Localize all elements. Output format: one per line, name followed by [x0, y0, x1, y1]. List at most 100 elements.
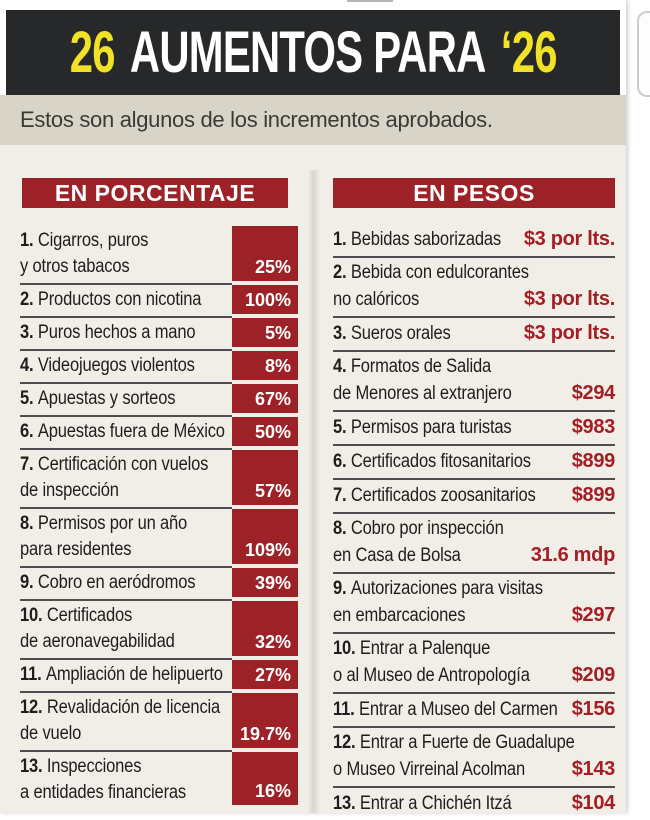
- top-edge-artifact: [347, 0, 393, 2]
- pesos-row: 12. Entrar a Fuerte de Guadalupe o Museo …: [333, 728, 615, 788]
- item-number: 10.: [20, 605, 47, 626]
- item-value-box: 27%: [232, 660, 298, 689]
- item-text-block: 8. Permisos por un año para residentes: [20, 509, 232, 568]
- item-text: de Menores al extranjero: [333, 383, 512, 404]
- item-text: 13. Entrar a Chichén Itzá: [333, 793, 512, 814]
- item-value: $294: [571, 382, 616, 404]
- content-area: EN PORCENTAJE 1. Cigarros, puros y otros …: [0, 145, 626, 814]
- item-text-block: 10. Entrar a Palenque o al Museo de Antro…: [333, 636, 615, 689]
- item-text-block: 1. Cigarros, puros y otros tabacos: [20, 226, 232, 285]
- item-text-block: 13. Inspecciones a entidades financieras: [20, 752, 232, 809]
- item-value-box: 32%: [232, 601, 298, 656]
- item-text: de vuelo: [20, 723, 82, 744]
- item-text-block: 10. Certificados de aeronavegabilidad: [20, 601, 232, 660]
- item-text-block: 12. Entrar a Fuerte de Guadalupe o Museo …: [333, 730, 615, 783]
- page-title: 26 AUMENTOS PARA ‘26: [69, 19, 557, 86]
- item-text-block: 6. Certificados fitosanitarios $899: [333, 448, 615, 475]
- item-text: 1. Bebidas saborizadas: [333, 229, 502, 250]
- item-text: en embarcaciones: [333, 605, 466, 626]
- item-value: 57%: [254, 481, 291, 501]
- item-number: 9.: [333, 578, 351, 599]
- item-value-box: 57%: [232, 450, 298, 505]
- item-value: $3 por lts.: [523, 322, 615, 344]
- item-number: 6.: [333, 451, 351, 472]
- item-number: 3.: [20, 322, 38, 343]
- item-text-block: 7. Certificación con vuelos de inspección: [20, 450, 232, 509]
- item-number: 8.: [20, 513, 38, 534]
- item-text: o Museo Virreinal Acolman: [333, 759, 525, 780]
- pesos-row: 1. Bebidas saborizadas $3 por lts.: [333, 224, 615, 258]
- pesos-row: 5. Permisos para turistas $983: [333, 412, 615, 446]
- item-text: 9. Cobro en aeródromos: [20, 572, 196, 593]
- item-value: 8%: [264, 356, 291, 376]
- item-text: 4. Videojuegos violentos: [20, 355, 195, 376]
- item-text: 8. Permisos por un año: [20, 513, 188, 534]
- item-value: 5%: [264, 323, 291, 343]
- pesos-row: 10. Entrar a Palenque o al Museo de Antro…: [333, 634, 615, 694]
- item-text: en Casa de Bolsa: [333, 545, 461, 566]
- percent-row: 4. Videojuegos violentos 8%: [20, 351, 298, 384]
- item-text-block: 12. Revalidación de licencia de vuelo: [20, 693, 232, 752]
- item-text: de inspección: [20, 480, 119, 501]
- item-value: 27%: [254, 665, 291, 685]
- item-value: 67%: [254, 389, 291, 409]
- title-text: AUMENTOS PARA: [129, 20, 486, 85]
- pesos-row: 13. Entrar a Chichén Itzá $104: [333, 788, 615, 820]
- subtitle-band: Estos son algunos de los incrementos apr…: [0, 95, 626, 145]
- item-text-block: 7. Certificados zoosanitarios $899: [333, 482, 615, 509]
- item-text-block: 3. Sueros orales $3 por lts.: [333, 320, 615, 347]
- item-text-block: 2. Bebida con edulcorantes no calóricos $3…: [333, 260, 615, 313]
- item-text: de aeronavegabilidad: [20, 631, 175, 652]
- item-text: 5. Permisos para turistas: [333, 417, 512, 438]
- item-text: 3. Puros hechos a mano: [20, 322, 196, 343]
- item-value: $3 por lts.: [523, 288, 615, 310]
- item-text: 4. Formatos de Salida: [333, 356, 492, 377]
- infographic-sheet: 26 AUMENTOS PARA ‘26 Estos son algunos d…: [0, 0, 626, 814]
- item-value-box: 39%: [232, 568, 298, 597]
- item-text: 7. Certificados zoosanitarios: [333, 485, 536, 506]
- item-text: 8. Cobro por inspección: [333, 518, 504, 539]
- item-number: 4.: [20, 355, 38, 376]
- item-text-block: 4. Videojuegos violentos: [20, 351, 232, 384]
- item-value: 19.7%: [239, 724, 291, 744]
- item-value-box: 67%: [232, 384, 298, 413]
- column-divider: [308, 170, 320, 813]
- pesos-row: 7. Certificados zoosanitarios $899: [333, 480, 615, 514]
- item-value: $104: [571, 792, 616, 814]
- item-text-block: 5. Apuestas y sorteos: [20, 384, 232, 417]
- item-value: $3 por lts.: [523, 228, 615, 250]
- item-value-box: 109%: [232, 509, 298, 564]
- item-text: a entidades financieras: [20, 782, 187, 803]
- percent-row: 3. Puros hechos a mano 5%: [20, 318, 298, 351]
- item-value-box: 100%: [232, 285, 298, 314]
- item-number: 2.: [333, 262, 351, 283]
- item-value: $899: [571, 450, 616, 472]
- pesos-row: 6. Certificados fitosanitarios $899: [333, 446, 615, 480]
- item-number: 12.: [333, 732, 360, 753]
- item-text: 9. Autorizaciones para visitas: [333, 578, 543, 599]
- item-text: o al Museo de Antropología: [333, 665, 530, 686]
- item-text-block: 9. Cobro en aeródromos: [20, 568, 232, 601]
- item-text-block: 9. Autorizaciones para visitas en embarca…: [333, 576, 615, 629]
- pesos-row: 11. Entrar a Museo del Carmen $156: [333, 694, 615, 728]
- subtitle-text: Estos son algunos de los incrementos apr…: [20, 107, 493, 132]
- item-value: 25%: [254, 257, 291, 277]
- item-value: $143: [571, 758, 616, 780]
- item-value-box: 16%: [232, 752, 298, 805]
- column-pesos-header: EN PESOS: [333, 178, 615, 208]
- item-text-block: 11. Entrar a Museo del Carmen $156: [333, 696, 615, 723]
- item-text: 5. Apuestas y sorteos: [20, 388, 176, 409]
- item-text: 10. Certificados: [20, 605, 133, 626]
- item-number: 10.: [333, 638, 360, 659]
- item-text: 11. Ampliación de helipuerto: [20, 664, 223, 685]
- item-number: 11.: [333, 699, 359, 720]
- viewer-scrollbar-edge[interactable]: [637, 11, 650, 97]
- item-value-box: 8%: [232, 351, 298, 380]
- pesos-row: 3. Sueros orales $3 por lts.: [333, 318, 615, 352]
- item-text: y otros tabacos: [20, 256, 130, 277]
- item-value: $156: [571, 698, 616, 720]
- item-number: 2.: [20, 289, 38, 310]
- percent-row: 1. Cigarros, puros y otros tabacos 25%: [20, 226, 298, 285]
- item-text: 13. Inspecciones: [20, 756, 142, 777]
- item-text: 1. Cigarros, puros: [20, 230, 149, 251]
